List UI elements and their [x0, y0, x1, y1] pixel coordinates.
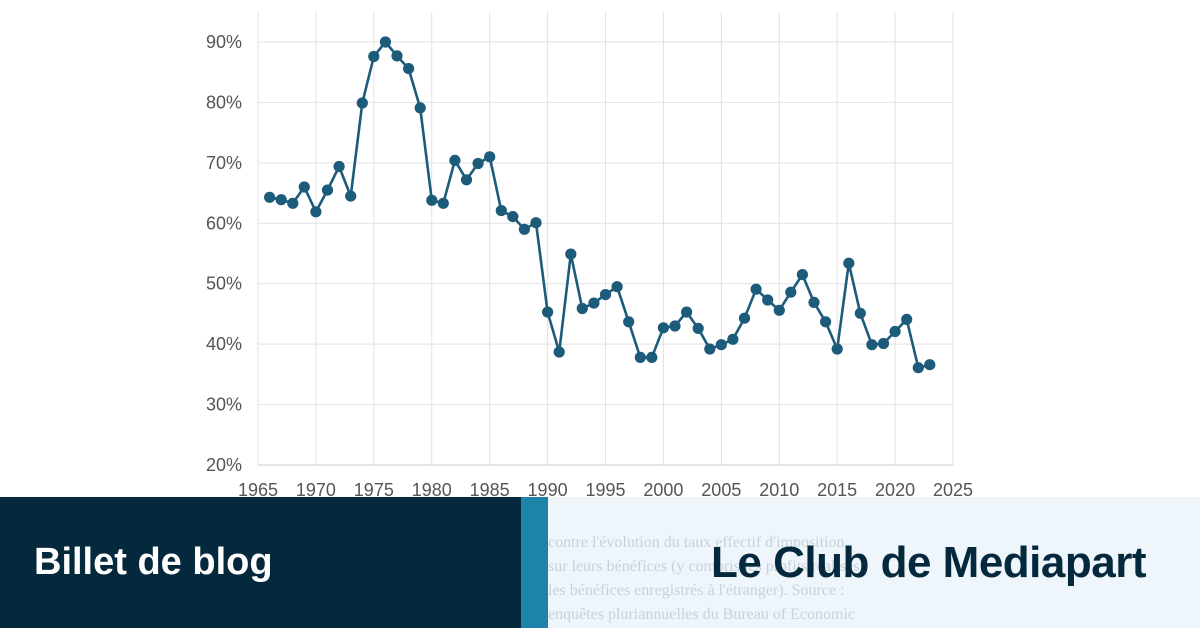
data-point: [356, 97, 368, 109]
x-tick-label: 2000: [643, 480, 683, 500]
data-point: [634, 351, 646, 363]
data-point: [796, 269, 809, 281]
x-tick-label: 1965: [238, 480, 278, 500]
x-axis-tick-labels: 1965 1970 1975 1980 1985 1990 1995 2000 2005 2010…: [238, 480, 973, 500]
data-point: [692, 322, 704, 334]
data-point: [345, 190, 357, 202]
background-caption: contre l'évolution du taux effectif d'im…: [548, 531, 859, 627]
data-point: [542, 306, 554, 318]
x-tick-label: 2020: [875, 480, 915, 500]
data-point: [414, 102, 426, 114]
data-point: [681, 306, 693, 318]
y-axis-tick-labels: 20% 30% 40% 50% 60% 70% 80% 90%: [206, 32, 242, 475]
data-point: [924, 359, 936, 371]
data-point: [484, 151, 496, 163]
data-point: [530, 217, 542, 229]
background-caption-line: enquêtes pluriannuelles du Bureau of Eco…: [548, 606, 856, 623]
data-point: [889, 325, 901, 338]
brand-logo-text: Le Club de Mediapart: [711, 537, 1146, 587]
x-tick-label: 2015: [817, 480, 857, 500]
data-point: [901, 313, 913, 325]
y-tick-label: 70%: [206, 153, 242, 173]
data-point: [472, 157, 484, 170]
data-point: [565, 248, 577, 260]
x-tick-label: 1995: [585, 480, 625, 500]
x-tick-label: 1980: [412, 480, 452, 500]
data-point: [646, 351, 658, 363]
data-point: [264, 191, 276, 203]
blog-label-banner: Billet de blog: [0, 497, 521, 628]
data-point: [750, 283, 762, 295]
data-point: [669, 320, 681, 332]
y-tick-label: 20%: [206, 455, 242, 475]
y-tick-label: 90%: [206, 32, 242, 52]
banner-accent-stripe: [521, 497, 548, 628]
data-point: [623, 316, 635, 328]
blog-label: Billet de blog: [34, 541, 273, 583]
data-point: [321, 184, 334, 196]
data-point: [866, 339, 878, 351]
data-point: [391, 50, 403, 62]
data-point: [843, 257, 855, 269]
series-points: [264, 36, 936, 374]
data-point: [912, 362, 924, 374]
background-caption-line: sur leurs bénéfices (y compris les profi…: [548, 558, 860, 575]
data-point: [599, 289, 612, 301]
data-point: [275, 194, 287, 206]
data-point: [379, 36, 391, 48]
data-point: [507, 211, 519, 223]
data-point: [727, 333, 739, 345]
data-point: [704, 343, 716, 355]
data-point: [877, 337, 890, 350]
x-tick-label: 1990: [528, 480, 568, 500]
data-point: [298, 181, 310, 193]
data-point: [831, 343, 843, 355]
data-point: [368, 50, 380, 63]
data-point: [333, 160, 345, 173]
data-point: [449, 154, 461, 166]
data-point: [738, 312, 751, 324]
data-point: [460, 174, 473, 186]
data-point: [820, 316, 832, 328]
data-point: [495, 205, 507, 217]
y-tick-label: 60%: [206, 213, 242, 233]
chart-grid: [257, 12, 954, 466]
background-caption-line: les bénéfices enregistrés à l'étranger).…: [548, 582, 845, 599]
x-tick-label: 1975: [354, 480, 394, 500]
y-tick-label: 30%: [206, 395, 242, 415]
data-point: [310, 206, 322, 218]
x-tick-label: 2025: [933, 480, 973, 500]
data-point: [808, 296, 820, 308]
data-point: [287, 197, 299, 209]
y-tick-label: 80%: [206, 92, 242, 112]
data-point: [576, 302, 588, 315]
data-point: [403, 63, 415, 75]
data-point: [611, 281, 623, 293]
x-tick-label: 1985: [470, 480, 510, 500]
brand-banner: contre l'évolution du taux effectif d'im…: [548, 497, 1200, 628]
x-tick-label: 2005: [701, 480, 741, 500]
y-tick-label: 50%: [206, 274, 242, 294]
data-point: [588, 297, 600, 309]
x-tick-label: 1970: [296, 480, 336, 500]
data-point: [518, 223, 531, 235]
data-point: [773, 304, 785, 316]
data-point: [657, 322, 670, 334]
data-point: [426, 194, 438, 206]
background-caption-line: contre l'évolution du taux effectif d'im…: [548, 534, 845, 551]
series-line: [269, 40, 931, 369]
data-point: [785, 286, 797, 298]
data-point: [437, 197, 449, 209]
data-point: [553, 346, 565, 358]
data-point: [762, 294, 774, 306]
data-point: [715, 339, 727, 351]
y-tick-label: 40%: [206, 334, 242, 354]
x-tick-label: 2010: [759, 480, 799, 500]
data-point: [854, 307, 866, 319]
